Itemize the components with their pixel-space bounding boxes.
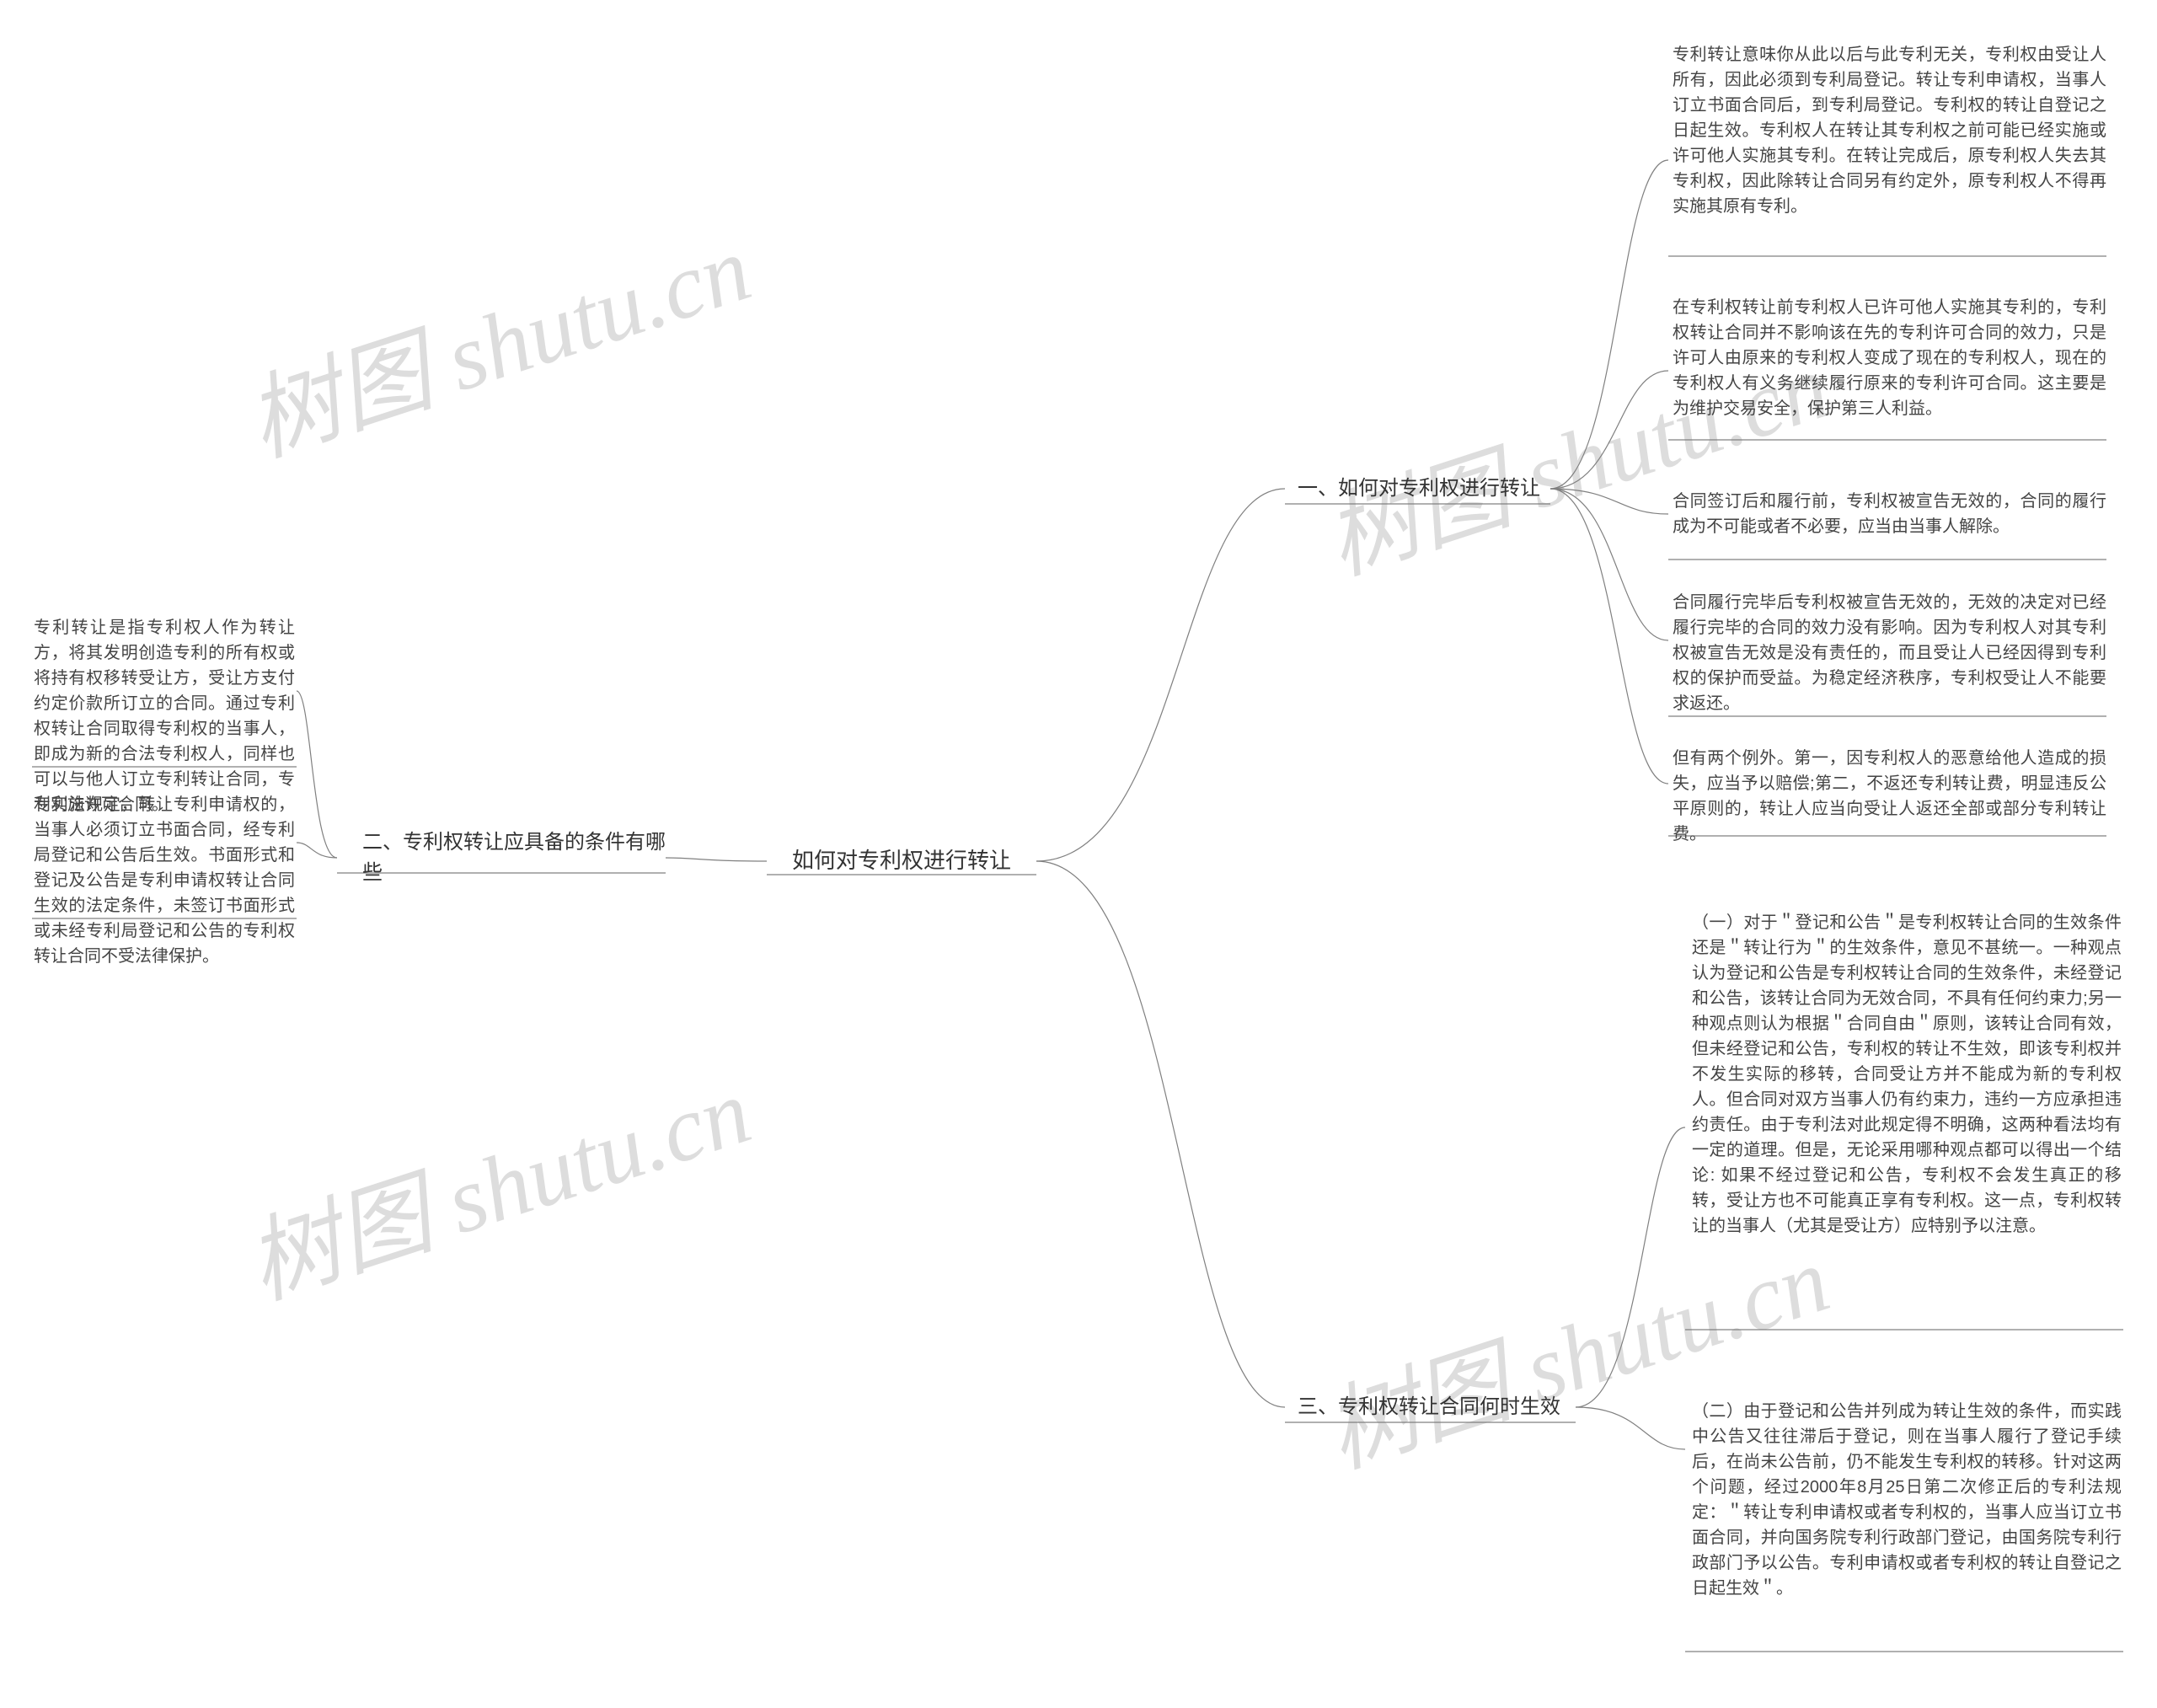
watermark: 树图 shutu.cn bbox=[227, 1036, 763, 1325]
branch-1: 一、如何对专利权进行转让 bbox=[1298, 474, 1540, 504]
leaf-b1-1: 专利转让意味你从此以后与此专利无关，专利权由受让人所有，因此必须到专利局登记。转… bbox=[1673, 42, 2106, 219]
leaf-b3-2: （二）由于登记和公告并列成为转让生效的条件，而实践中公告又往往滞后于登记，则在当… bbox=[1692, 1399, 2122, 1601]
leaf-b3-1: （一）对于＂登记和公告＂是专利权转让合同的生效条件还是＂转让行为＂的生效条件，意… bbox=[1692, 910, 2122, 1239]
leaf-b1-5: 但有两个例外。第一，因专利权人的恶意给他人造成的损失，应当予以赔偿;第二，不返还… bbox=[1673, 746, 2106, 847]
branch-2: 二、专利权转让应具备的条件有哪些 bbox=[362, 827, 666, 888]
center-node: 如何对专利权进行转让 bbox=[792, 844, 1011, 877]
leaf-b2-1: 专利转让是指专利权人作为转让方，将其发明创造专利的所有权或将持有权移转受让方，受… bbox=[34, 615, 295, 817]
leaf-b2-2: 专利法规定，转让专利申请权的，当事人必须订立书面合同，经专利局登记和公告后生效。… bbox=[34, 792, 295, 969]
leaf-b1-3: 合同签订后和履行前，专利权被宣告无效的，合同的履行成为不可能或者不必要，应当由当… bbox=[1673, 489, 2106, 539]
watermark: 树图 shutu.cn bbox=[227, 193, 763, 482]
branch-3: 三、专利权转让合同何时生效 bbox=[1298, 1392, 1560, 1422]
mindmap-canvas: 树图 shutu.cn 树图 shutu.cn 树图 shutu.cn 树图 s… bbox=[0, 0, 2157, 1708]
leaf-b1-4: 合同履行完毕后专利权被宣告无效的，无效的决定对已经履行完毕的合同的效力没有影响。… bbox=[1673, 590, 2106, 716]
leaf-b1-2: 在专利权转让前专利权人已许可他人实施其专利的，专利权转让合同并不影响该在先的专利… bbox=[1673, 295, 2106, 421]
